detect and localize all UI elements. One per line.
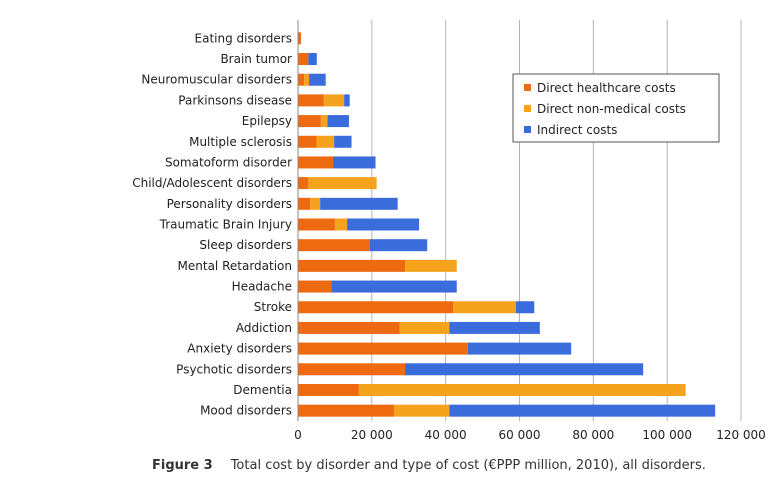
category-label: Mental Retardation (178, 259, 292, 273)
bar-segment (298, 135, 317, 148)
bar-segment (405, 259, 457, 272)
bar-segment (333, 156, 376, 169)
bar-segment (405, 363, 644, 376)
bar-segment (369, 239, 428, 252)
category-label: Stroke (254, 300, 292, 314)
category-label: Traumatic Brain Injury (159, 218, 292, 232)
legend-swatch (524, 126, 531, 133)
category-label: Brain tumor (220, 52, 292, 66)
category-label: Anxiety disorders (187, 342, 292, 356)
bar-segment (399, 321, 450, 334)
bar-segment (308, 177, 377, 190)
category-label: Multiple sclerosis (189, 135, 292, 149)
bar-segment (358, 383, 686, 396)
category-label: Somatoform disorder (165, 155, 292, 169)
bar-segment (298, 197, 311, 210)
bar-segment (334, 135, 352, 148)
category-label: Dementia (233, 383, 292, 397)
legend: Direct healthcare costs Direct non-medica… (512, 73, 720, 143)
category-label: Mood disorders (200, 404, 292, 418)
x-tick-label: 40 000 (425, 428, 467, 442)
legend-box (512, 73, 720, 143)
category-label: Personality disorders (167, 197, 292, 211)
legend-swatch (524, 105, 531, 112)
bar-segment (298, 218, 335, 231)
category-label: Addiction (236, 321, 292, 335)
bar-segment (320, 115, 328, 128)
bar-segment (298, 239, 370, 252)
bar-segment (298, 94, 324, 107)
bar-segment (327, 115, 349, 128)
bar-segment (331, 280, 457, 293)
legend-swatch (524, 84, 531, 91)
bar-segment (298, 115, 321, 128)
bars (298, 32, 716, 417)
bar-segment (298, 73, 305, 86)
category-label: Sleep disorders (199, 238, 292, 252)
category-label: Parkinsons disease (178, 93, 292, 107)
bar-segment (298, 156, 334, 169)
figure-label: Figure 3 (152, 458, 213, 473)
bar-segment (298, 53, 309, 66)
bar-segment (323, 94, 345, 107)
x-tick-label: 20 000 (351, 428, 393, 442)
bar-segment (298, 301, 454, 314)
bar-segment (304, 73, 310, 86)
bar-segment (298, 342, 468, 355)
bar-segment (298, 363, 406, 376)
legend-label: Direct non-medical costs (537, 102, 686, 116)
x-tick-label: 100 000 (642, 428, 692, 442)
bar-segment (347, 218, 420, 231)
legend-label: Indirect costs (537, 123, 617, 137)
bar-segment (298, 32, 301, 45)
bar-segment (298, 383, 359, 396)
bar-segment (449, 404, 716, 417)
bar-segment (449, 321, 540, 334)
x-tick-label: 120 000 (716, 428, 766, 442)
bar-segment (310, 197, 321, 210)
bar-segment (298, 321, 400, 334)
category-label: Neuromuscular disorders (141, 73, 292, 87)
bar-segment (298, 259, 406, 272)
bar-segment (308, 53, 317, 66)
bar-segment (393, 404, 450, 417)
category-label: Headache (232, 280, 292, 294)
category-label: Epilepsy (242, 114, 292, 128)
bar-segment (316, 135, 335, 148)
category-label: Child/Adolescent disorders (132, 176, 292, 190)
bar-segment (298, 404, 394, 417)
category-label: Psychotic disorders (176, 362, 292, 376)
bar-segment (467, 342, 572, 355)
bar-segment (320, 197, 398, 210)
bar-segment (334, 218, 348, 231)
bar-segment (344, 94, 350, 107)
legend-label: Direct healthcare costs (537, 81, 676, 95)
figure-caption: Figure 3 Total cost by disorder and type … (152, 458, 706, 473)
x-tick-label: 60 000 (499, 428, 541, 442)
bar-segment (298, 177, 309, 190)
category-labels: Eating disorders Brain tumor Neuromuscular… (132, 31, 292, 417)
bar-segment (453, 301, 516, 314)
category-label: Eating disorders (195, 31, 292, 45)
bar-segment (298, 280, 332, 293)
x-tick-label: 0 (294, 428, 302, 442)
stacked-bar-chart: Eating disorders Brain tumor Neuromuscular… (132, 20, 766, 442)
bar-segment (515, 301, 535, 314)
caption-text: Total cost by disorder and type of cost … (230, 458, 706, 473)
x-tick-label: 80 000 (572, 428, 614, 442)
x-tick-labels: 0 20 000 40 000 60 000 80 000 100 000 120 000 (294, 428, 766, 442)
bar-segment (309, 73, 326, 86)
